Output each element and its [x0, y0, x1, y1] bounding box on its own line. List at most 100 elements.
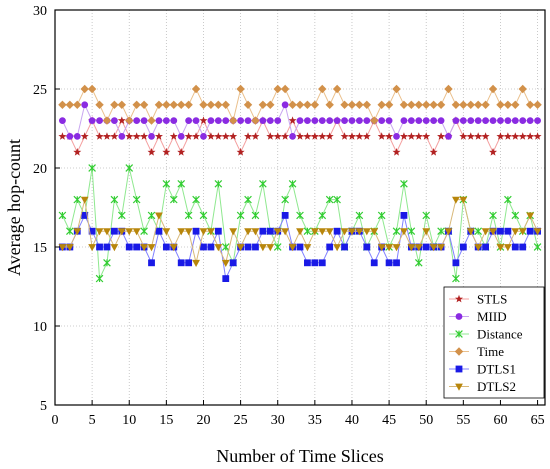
data-point — [214, 117, 222, 124]
data-point — [177, 100, 186, 109]
data-point — [496, 100, 505, 109]
series-dtls2 — [58, 196, 542, 267]
data-point — [221, 243, 230, 251]
data-point — [103, 243, 111, 251]
data-point — [147, 148, 156, 156]
data-point — [534, 117, 541, 124]
data-point — [525, 100, 535, 109]
data-point — [466, 228, 475, 236]
data-point — [96, 243, 103, 251]
data-point — [80, 132, 89, 140]
x-tick-label: 0 — [52, 413, 59, 428]
data-point — [162, 117, 170, 124]
data-point — [110, 132, 119, 140]
data-point — [251, 116, 260, 125]
data-point — [310, 100, 320, 109]
data-point — [503, 244, 512, 252]
data-point — [347, 100, 357, 109]
data-point — [214, 244, 223, 252]
data-point — [199, 100, 208, 109]
legend-label: Distance — [477, 327, 523, 342]
data-point — [377, 132, 386, 140]
data-point — [348, 228, 356, 236]
data-point — [296, 243, 304, 251]
data-point — [400, 117, 408, 124]
y-tick-label: 15 — [33, 241, 47, 256]
data-point — [162, 100, 171, 109]
data-point — [236, 84, 245, 94]
data-point — [125, 116, 134, 125]
data-point — [110, 117, 118, 124]
data-point — [207, 243, 215, 251]
data-point — [496, 132, 505, 140]
data-point — [385, 132, 394, 140]
data-point — [378, 117, 386, 124]
data-point — [236, 211, 245, 220]
data-point — [459, 100, 468, 109]
data-point — [288, 116, 297, 124]
data-point — [310, 228, 319, 236]
data-point — [191, 84, 201, 94]
data-point — [200, 133, 207, 140]
data-point — [503, 132, 512, 140]
data-point — [407, 244, 416, 252]
data-point — [132, 195, 141, 204]
data-point — [362, 100, 372, 109]
data-point — [170, 117, 178, 124]
data-point — [281, 195, 289, 204]
data-point — [325, 228, 334, 236]
data-point — [162, 228, 171, 236]
data-point — [140, 244, 148, 252]
data-point — [511, 132, 520, 140]
y-axis-title: Average hop-count — [4, 139, 24, 276]
data-point — [303, 132, 312, 140]
data-point — [206, 100, 216, 109]
series-miid — [59, 101, 541, 140]
data-point — [488, 84, 498, 94]
data-point — [370, 228, 379, 236]
data-point — [303, 100, 312, 109]
x-tick-label: 60 — [493, 413, 507, 428]
data-point — [81, 212, 89, 219]
data-point — [511, 100, 520, 109]
data-point — [110, 195, 119, 204]
data-point — [88, 164, 96, 172]
data-point — [266, 132, 275, 140]
data-point — [518, 84, 527, 94]
data-point — [325, 195, 334, 204]
data-point — [318, 211, 327, 220]
legend-label: MIID — [477, 309, 507, 324]
data-point — [407, 100, 416, 109]
data-point — [519, 117, 527, 124]
data-point — [288, 179, 297, 188]
data-point — [325, 100, 334, 109]
data-point — [289, 133, 296, 140]
data-point — [414, 132, 423, 140]
legend-entry: Distance — [449, 327, 523, 342]
x-tick-label: 15 — [159, 413, 173, 428]
data-point — [400, 212, 408, 219]
data-point — [504, 117, 512, 124]
data-point — [459, 243, 467, 251]
data-point — [355, 100, 364, 109]
data-point — [125, 132, 134, 140]
data-point — [273, 132, 282, 140]
data-point — [511, 211, 520, 220]
data-point — [222, 275, 230, 282]
data-point — [184, 228, 193, 236]
data-point — [162, 179, 171, 188]
data-point — [80, 84, 89, 94]
data-point — [333, 227, 341, 235]
data-point — [66, 227, 74, 236]
data-point — [252, 243, 259, 251]
data-point — [155, 117, 163, 124]
data-point — [384, 100, 394, 109]
x-tick-label: 40 — [345, 413, 359, 428]
data-point — [459, 117, 467, 124]
data-point — [169, 244, 178, 252]
data-point — [355, 117, 363, 124]
data-point — [236, 148, 245, 156]
data-point — [266, 244, 275, 252]
data-point — [422, 228, 431, 236]
